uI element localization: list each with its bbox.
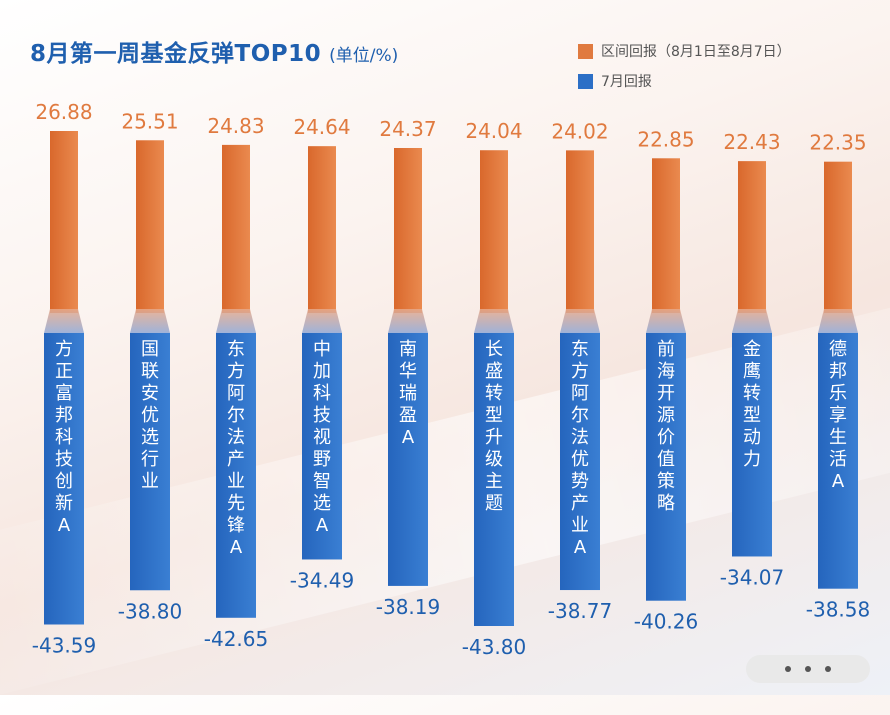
value-label-positive: 26.88	[35, 100, 92, 124]
category-label: 东方阿尔法优势产业A	[571, 339, 589, 558]
bar-orange	[308, 146, 336, 313]
value-label-positive: 24.64	[293, 115, 350, 139]
category-label: 南华瑞盈A	[399, 339, 417, 448]
category-label: 中加科技视野智选A	[313, 339, 331, 536]
value-label-positive: 24.37	[379, 117, 436, 141]
value-label-positive: 24.83	[207, 114, 264, 138]
bar-blue	[474, 333, 514, 626]
bar-group: 24.04 -43.80	[462, 119, 526, 659]
bar-blue	[818, 333, 858, 589]
legend-label-orange: 区间回报（8月1日至8月7日）	[601, 44, 791, 60]
value-label-negative: -42.65	[204, 627, 268, 651]
bar-joint	[560, 309, 600, 333]
bar-group: 25.51 -38.80	[118, 109, 182, 623]
bar-blue	[216, 333, 256, 618]
category-label: 德邦乐享生活A	[829, 339, 847, 492]
value-label-negative: -38.19	[376, 595, 440, 619]
category-label: 前海开源价值策略	[657, 339, 675, 514]
value-label-positive: 24.02	[551, 119, 608, 143]
value-label-negative: -38.58	[806, 598, 870, 622]
bar-orange	[824, 161, 852, 313]
bar-joint	[818, 309, 858, 333]
bar-blue	[130, 333, 170, 591]
bar-orange	[566, 150, 594, 313]
bar-blue	[302, 333, 342, 560]
value-label-positive: 24.04	[465, 119, 522, 143]
dot-icon	[785, 666, 791, 672]
legend-label-blue: 7月回报	[601, 74, 652, 90]
bar-blue	[560, 333, 600, 591]
bar-blue	[732, 333, 772, 557]
bar-blue	[646, 333, 686, 601]
bar-group: 22.43 -34.07	[720, 130, 784, 589]
bar-joint	[474, 309, 514, 333]
chart-title: 8月第一周基金反弹TOP10	[30, 41, 322, 67]
value-label-negative: -40.26	[634, 610, 698, 634]
bar-group: 24.37 -38.19	[376, 117, 440, 619]
value-label-positive: 22.35	[809, 131, 866, 155]
value-label-negative: -38.80	[118, 599, 182, 623]
bar-group: 24.02 -38.77	[548, 119, 612, 623]
legend-swatch-orange	[578, 43, 593, 59]
value-label-positive: 22.43	[723, 130, 780, 154]
bar-blue	[388, 333, 428, 586]
category-label: 东方阿尔法产业先锋A	[227, 339, 245, 558]
value-label-negative: -34.07	[720, 565, 784, 589]
bar-orange	[394, 147, 422, 313]
value-label-negative: -38.77	[548, 599, 612, 623]
legend-item-orange: 区间回报（8月1日至8月7日）	[578, 40, 791, 62]
value-label-positive: 25.51	[121, 109, 178, 133]
value-label-negative: -43.59	[32, 633, 96, 657]
bar-group: 26.88 -43.59	[32, 100, 96, 657]
value-label-negative: -43.80	[462, 635, 526, 659]
category-label: 长盛转型升级主题	[485, 339, 503, 514]
bar-group: 24.64 -34.49	[290, 115, 354, 592]
more-options-button[interactable]	[746, 655, 870, 683]
bar-joint	[216, 309, 256, 333]
value-label-positive: 22.85	[637, 127, 694, 151]
bar-joint	[44, 309, 84, 333]
bar-joint	[388, 309, 428, 333]
bar-orange	[480, 150, 508, 313]
chart-header: 8月第一周基金反弹TOP10 (单位/%)	[30, 34, 398, 68]
bar-orange	[738, 161, 766, 313]
bar-orange	[136, 140, 164, 313]
bar-group: 22.85 -40.26	[634, 127, 698, 633]
bar-group: 24.83 -42.65	[204, 114, 268, 651]
bar-joint	[732, 309, 772, 333]
category-label: 方正富邦科技创新A	[55, 339, 73, 536]
dot-icon	[805, 666, 811, 672]
bar-chart: 26.88 -43.59 25.51 -38.80 24.83 -42.65 24.64 -3…	[32, 100, 870, 659]
bar-orange	[222, 144, 250, 313]
dot-icon	[825, 666, 831, 672]
bar-group: 22.35 -38.58	[806, 131, 870, 622]
bar-joint	[302, 309, 342, 333]
bar-joint	[130, 309, 170, 333]
legend-swatch-blue	[578, 73, 593, 89]
legend-item-blue: 7月回报	[578, 70, 791, 92]
chart-unit: (单位/%)	[329, 46, 399, 66]
legend: 区间回报（8月1日至8月7日） 7月回报	[578, 40, 791, 100]
bar-orange	[50, 131, 78, 313]
category-label: 国联安优选行业	[141, 339, 159, 492]
bar-orange	[652, 158, 680, 313]
category-label: 金鹰转型动力	[743, 339, 761, 470]
bar-blue	[44, 333, 84, 625]
value-label-negative: -34.49	[290, 568, 354, 592]
bar-joint	[646, 309, 686, 333]
